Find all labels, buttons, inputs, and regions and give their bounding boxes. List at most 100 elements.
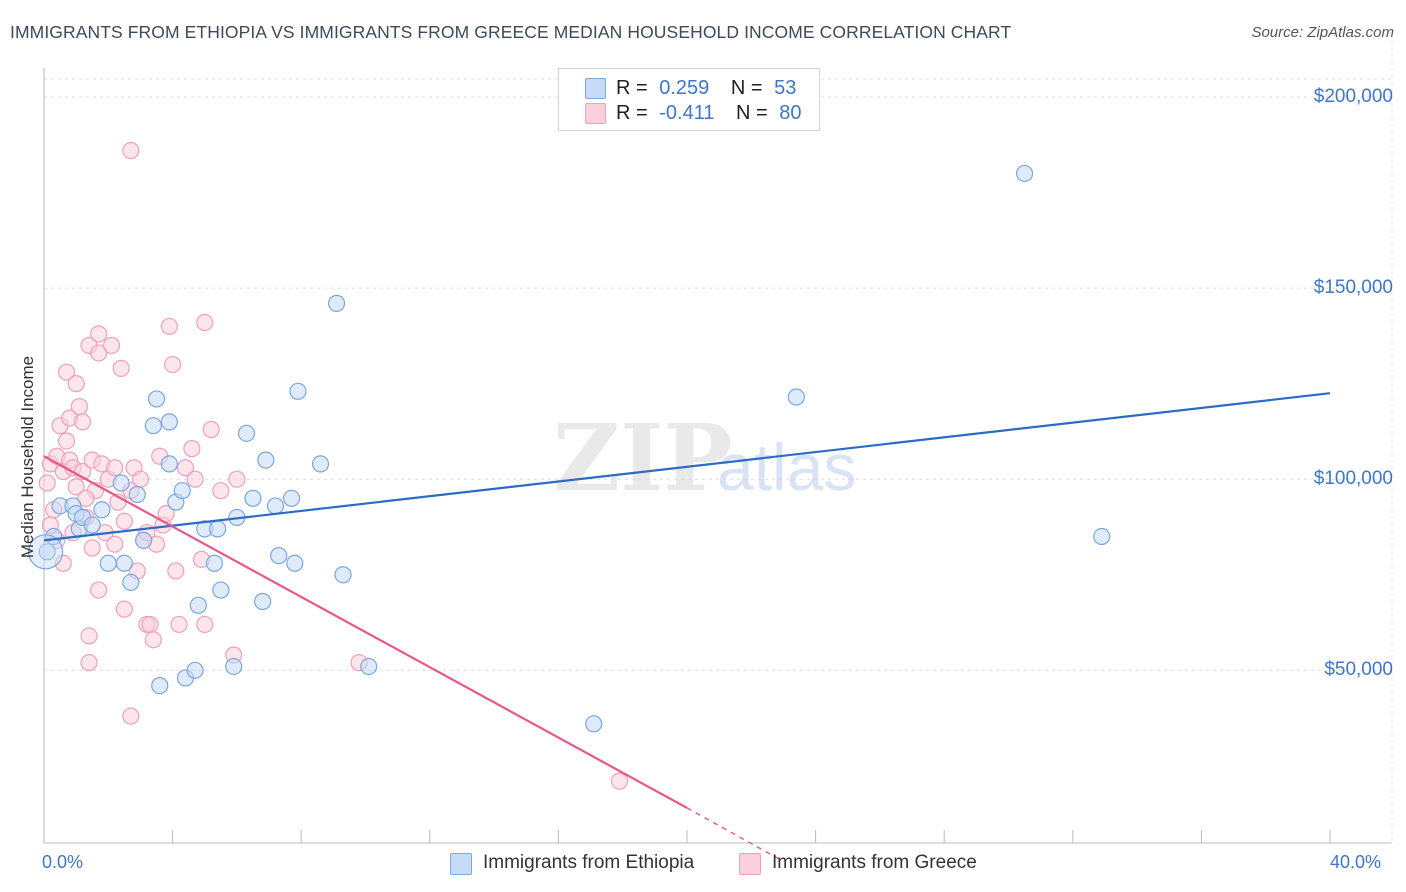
greece-point bbox=[186, 470, 204, 488]
greece-point bbox=[141, 615, 159, 634]
n-value: 80 bbox=[779, 102, 802, 124]
greece-trend-extension bbox=[686, 807, 784, 863]
ethiopia-point bbox=[209, 520, 227, 538]
ethiopia-point bbox=[266, 497, 285, 515]
trend-lines bbox=[43, 392, 1331, 863]
axes bbox=[43, 68, 1392, 844]
greece-point bbox=[54, 554, 72, 572]
ethiopia-point bbox=[144, 417, 162, 435]
greece-point bbox=[157, 504, 175, 523]
ethiopia-point bbox=[93, 501, 111, 519]
ethiopia-point bbox=[99, 554, 117, 572]
ethiopia-point bbox=[360, 657, 378, 676]
correlation-legend: R = 0.259 N = 53 R = -0.411 N = 80 bbox=[558, 68, 820, 131]
ethiopia-point-large bbox=[28, 534, 64, 570]
greece-point bbox=[90, 581, 108, 599]
ethiopia-point bbox=[135, 531, 153, 549]
ethiopia-point bbox=[160, 455, 178, 473]
ethiopia-point bbox=[237, 424, 256, 442]
watermark-zip: ZIP bbox=[553, 404, 732, 512]
greece-point bbox=[70, 397, 88, 416]
greece-point bbox=[67, 375, 85, 393]
ethiopia-point bbox=[311, 455, 330, 473]
greece-point bbox=[160, 317, 178, 335]
ethiopia-point bbox=[225, 657, 243, 676]
ethiopia-point bbox=[334, 566, 352, 584]
ethiopia-point bbox=[787, 388, 805, 406]
ethiopia-point bbox=[151, 676, 169, 695]
greece-point bbox=[131, 470, 150, 488]
legend-swatch-blue bbox=[450, 853, 472, 875]
ethiopia-point bbox=[286, 554, 304, 572]
greece-point bbox=[80, 654, 98, 672]
greece-point bbox=[183, 440, 201, 458]
ethiopia-point bbox=[83, 516, 101, 534]
greece-point bbox=[80, 627, 98, 645]
greece-point bbox=[610, 772, 629, 790]
ethiopia-point bbox=[289, 382, 307, 400]
legend-label: Immigrants from Greece bbox=[772, 852, 977, 873]
greece-point bbox=[77, 489, 95, 507]
greece-point bbox=[67, 478, 85, 496]
greece-point bbox=[57, 363, 76, 381]
ethiopia-point bbox=[38, 543, 56, 561]
greece-trend-line bbox=[43, 455, 688, 809]
greece-point bbox=[115, 600, 133, 618]
n-label: N = bbox=[736, 102, 768, 124]
y-tick-label: $150,000 bbox=[1313, 277, 1393, 298]
greece-point bbox=[83, 539, 101, 557]
greece-point bbox=[167, 562, 185, 580]
ethiopia-point bbox=[270, 547, 288, 565]
greece-point bbox=[144, 631, 162, 649]
greece-point bbox=[112, 359, 130, 377]
r-value: 0.259 bbox=[659, 77, 710, 99]
greece-point bbox=[122, 707, 140, 725]
legend-swatch-pink bbox=[585, 103, 606, 124]
greece-point bbox=[228, 470, 246, 488]
x-tick-label: 40.0% bbox=[1330, 852, 1382, 872]
greece-point bbox=[115, 512, 133, 530]
y-tick-label: $100,000 bbox=[1313, 468, 1393, 489]
ethiopia-point bbox=[257, 451, 275, 469]
ethiopia-point bbox=[160, 413, 178, 431]
ethiopia-point bbox=[1093, 527, 1111, 546]
ethiopia-point bbox=[128, 485, 146, 504]
r-label: R = bbox=[616, 77, 648, 99]
legend-swatch-pink bbox=[739, 853, 761, 875]
ethiopia-point bbox=[212, 581, 230, 599]
n-label: N = bbox=[730, 77, 763, 99]
greece-point bbox=[202, 420, 220, 439]
greece-point bbox=[170, 615, 188, 634]
ethiopia-point bbox=[327, 294, 346, 312]
greece-point bbox=[57, 432, 76, 450]
ethiopia-point bbox=[122, 573, 140, 591]
r-value: -0.411 bbox=[659, 102, 715, 124]
greece-point bbox=[90, 325, 108, 343]
y-tick-label: $200,000 bbox=[1313, 86, 1393, 107]
r-label: R = bbox=[616, 102, 648, 124]
greece-point bbox=[176, 459, 195, 477]
ethiopia-point bbox=[585, 715, 603, 733]
legend-swatch-blue bbox=[585, 78, 606, 99]
ethiopia-point bbox=[282, 489, 301, 507]
ethiopia-point bbox=[244, 489, 262, 507]
ethiopia-trend-line bbox=[43, 392, 1331, 542]
greece-point bbox=[102, 336, 121, 355]
ethiopia-point bbox=[147, 390, 166, 408]
watermark-atlas: atlas bbox=[717, 430, 856, 504]
greece-point bbox=[90, 344, 108, 362]
x-tick-label: 0.0% bbox=[42, 852, 84, 872]
y-tick-label: $50,000 bbox=[1324, 659, 1393, 680]
greece-point bbox=[164, 355, 182, 374]
ethiopia-points bbox=[28, 164, 1111, 733]
ethiopia-point bbox=[112, 474, 130, 492]
ethiopia-point bbox=[173, 482, 191, 500]
ethiopia-point bbox=[115, 554, 133, 572]
greece-point bbox=[212, 482, 230, 500]
legend-label: Immigrants from Ethiopia bbox=[483, 852, 695, 873]
chart-source: Source: ZipAtlas.com bbox=[1251, 24, 1394, 41]
n-value: 53 bbox=[774, 77, 797, 99]
greece-point bbox=[38, 474, 56, 492]
